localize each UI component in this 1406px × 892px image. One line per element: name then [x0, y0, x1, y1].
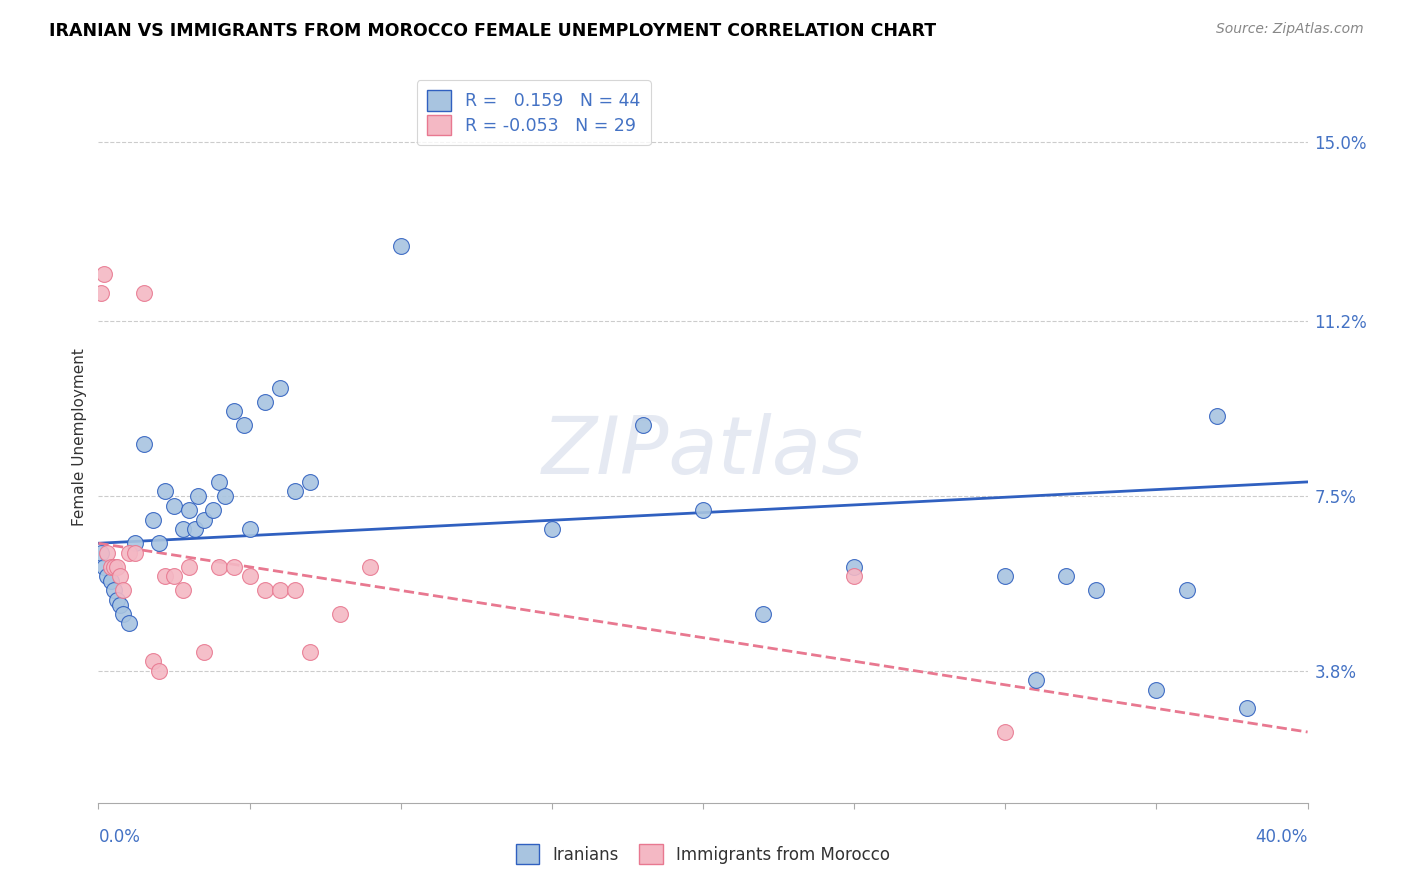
Point — [163, 499, 186, 513]
Point — [239, 569, 262, 583]
Point — [105, 559, 128, 574]
Point — [329, 607, 352, 621]
Point — [153, 484, 176, 499]
Point — [1054, 569, 1077, 583]
Point — [172, 583, 194, 598]
Point — [232, 418, 254, 433]
Point — [752, 607, 775, 621]
Point — [844, 569, 866, 583]
Point — [124, 536, 146, 550]
Point — [187, 489, 209, 503]
Point — [172, 522, 194, 536]
Point — [132, 437, 155, 451]
Point — [108, 598, 131, 612]
Point — [93, 267, 115, 281]
Point — [224, 404, 246, 418]
Point — [179, 503, 201, 517]
Text: Source: ZipAtlas.com: Source: ZipAtlas.com — [1216, 22, 1364, 37]
Point — [360, 559, 382, 574]
Point — [389, 239, 412, 253]
Point — [224, 559, 246, 574]
Point — [111, 607, 134, 621]
Point — [103, 583, 125, 598]
Point — [1175, 583, 1198, 598]
Point — [994, 725, 1017, 739]
Point — [284, 583, 307, 598]
Text: 0.0%: 0.0% — [98, 828, 141, 846]
Point — [153, 569, 176, 583]
Point — [284, 484, 307, 499]
Point — [239, 522, 262, 536]
Point — [90, 546, 112, 560]
Point — [179, 559, 201, 574]
Point — [108, 569, 131, 583]
Point — [1085, 583, 1108, 598]
Point — [1144, 682, 1167, 697]
Point — [1024, 673, 1046, 687]
Point — [208, 475, 231, 489]
Point — [163, 569, 186, 583]
Point — [214, 489, 236, 503]
Point — [193, 645, 215, 659]
Point — [105, 593, 128, 607]
Point — [100, 559, 122, 574]
Point — [193, 513, 215, 527]
Y-axis label: Female Unemployment: Female Unemployment — [72, 348, 87, 526]
Point — [994, 569, 1017, 583]
Point — [269, 380, 291, 394]
Point — [844, 559, 866, 574]
Text: ZIPatlas: ZIPatlas — [541, 413, 865, 491]
Point — [208, 559, 231, 574]
Legend: Iranians, Immigrants from Morocco: Iranians, Immigrants from Morocco — [509, 838, 897, 871]
Point — [118, 616, 141, 631]
Point — [118, 546, 141, 560]
Point — [299, 475, 322, 489]
Point — [1236, 701, 1258, 715]
Point — [142, 513, 165, 527]
Point — [269, 583, 291, 598]
Point — [148, 536, 170, 550]
Point — [124, 546, 146, 560]
Point — [103, 559, 125, 574]
Point — [93, 559, 115, 574]
Point — [299, 645, 322, 659]
Point — [142, 654, 165, 668]
Point — [96, 546, 118, 560]
Point — [100, 574, 122, 588]
Point — [202, 503, 225, 517]
Point — [132, 286, 155, 301]
Point — [148, 664, 170, 678]
Point — [90, 286, 112, 301]
Point — [692, 503, 714, 517]
Point — [1206, 409, 1229, 423]
Point — [540, 522, 562, 536]
Point — [96, 569, 118, 583]
Legend: R =   0.159   N = 44, R = -0.053   N = 29: R = 0.159 N = 44, R = -0.053 N = 29 — [416, 80, 651, 145]
Point — [184, 522, 207, 536]
Text: IRANIAN VS IMMIGRANTS FROM MOROCCO FEMALE UNEMPLOYMENT CORRELATION CHART: IRANIAN VS IMMIGRANTS FROM MOROCCO FEMAL… — [49, 22, 936, 40]
Point — [253, 394, 276, 409]
Point — [631, 418, 654, 433]
Point — [253, 583, 276, 598]
Point — [111, 583, 134, 598]
Text: 40.0%: 40.0% — [1256, 828, 1308, 846]
